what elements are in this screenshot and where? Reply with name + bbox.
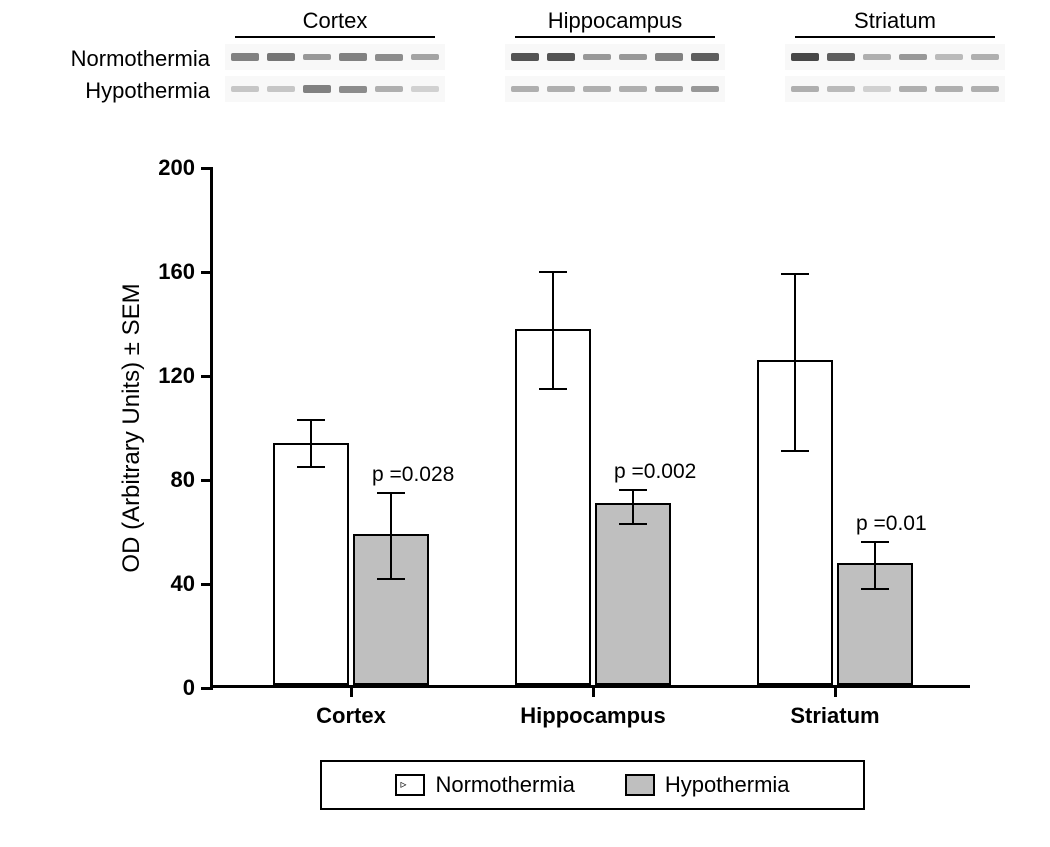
error-bar-line [390,493,392,579]
blot-band [303,54,331,61]
blot-region-underline-striatum [795,36,995,38]
error-bar-line [874,542,876,589]
x-tick-label: Hippocampus [520,685,665,729]
blot-band [583,86,611,92]
legend-item: Hypothermia [625,772,790,798]
error-bar-cap [377,492,405,494]
y-axis-label: OD (Arbitrary Units) ± SEM [118,283,146,572]
y-tick-label: 80 [171,467,213,493]
blot-region-underline-hippocampus [515,36,715,38]
blot-band [863,54,891,60]
error-bar-cap [781,273,809,275]
error-bar-cap [781,450,809,452]
blot-band [899,54,927,61]
error-bar-cap [861,541,889,543]
p-value-label: p =0.002 [614,460,696,484]
legend-item: ▹ Normothermia [395,772,574,798]
blot-band [411,54,439,60]
blot-band [791,86,819,92]
blot-row-label-hypothermia: Hypothermia [0,78,210,104]
error-bar-line [552,272,554,389]
blot-band [547,86,575,92]
blot-strip-striatum-hypothermia [785,76,1005,102]
legend-label: Hypothermia [665,772,790,798]
figure-root: Normothermia Hypothermia Cortex Hippocam… [0,0,1050,847]
plot-area: 04080120160200Cortexp =0.028Hippocampusp… [210,168,970,688]
error-bar-cap [539,271,567,273]
legend-swatch [625,774,655,796]
blot-strip-cortex-hypothermia [225,76,445,102]
blot-band [231,53,259,60]
blot-region-header-striatum: Striatum [785,8,1005,34]
error-bar-cap [297,466,325,468]
p-value-label: p =0.028 [372,463,454,487]
blot-band [971,54,999,60]
y-tick-label: 0 [183,675,213,701]
blot-band [511,86,539,92]
blot-region-header-cortex: Cortex [225,8,445,34]
blot-band [791,53,819,62]
blot-band [827,53,855,61]
blot-region-header-hippocampus: Hippocampus [505,8,725,34]
blot-band [935,54,963,60]
y-tick-label: 160 [158,259,213,285]
blot-band [375,54,403,61]
bar [595,503,671,685]
blot-band [547,53,575,62]
legend: ▹ Normothermia Hypothermia [320,760,865,810]
error-bar-cap [861,588,889,590]
blot-band [339,53,367,60]
error-bar-line [632,490,634,524]
error-bar-cap [297,419,325,421]
blot-band [655,86,683,92]
blot-band [267,53,295,61]
blot-band [899,86,927,92]
blot-band [619,86,647,92]
blot-band [935,86,963,92]
error-bar-line [310,420,312,467]
blot-band [231,86,259,92]
blot-band [375,86,403,92]
legend-swatch-mark: ▹ [400,778,406,790]
error-bar-cap [619,523,647,525]
blot-strip-hippocampus-normothermia [505,44,725,70]
legend-swatch: ▹ [395,774,425,796]
blot-band [267,86,295,92]
y-tick-label: 40 [171,571,213,597]
y-tick-label: 200 [158,155,213,181]
blot-strip-cortex-normothermia [225,44,445,70]
blot-band [691,86,719,93]
error-bar-cap [377,578,405,580]
blot-band [971,86,999,92]
blot-band [691,53,719,61]
blot-band [655,53,683,60]
error-bar-cap [539,388,567,390]
blot-band [619,54,647,61]
blot-strip-striatum-normothermia [785,44,1005,70]
x-tick-label: Striatum [790,685,879,729]
bar [273,443,349,685]
error-bar-line [794,275,796,452]
blot-band [303,85,331,92]
blot-band [583,54,611,61]
p-value-label: p =0.01 [856,512,927,536]
blot-row-label-normothermia: Normothermia [0,46,210,72]
blot-band [411,86,439,91]
blot-region-underline-cortex [235,36,435,38]
y-tick-label: 120 [158,363,213,389]
bar-chart: 04080120160200Cortexp =0.028Hippocampusp… [210,168,970,688]
blot-band [827,86,855,92]
legend-label: Normothermia [435,772,574,798]
blot-band [511,53,539,62]
blot-band [339,86,367,93]
blot-strip-hippocampus-hypothermia [505,76,725,102]
blot-band [863,86,891,91]
x-tick-label: Cortex [316,685,386,729]
error-bar-cap [619,489,647,491]
